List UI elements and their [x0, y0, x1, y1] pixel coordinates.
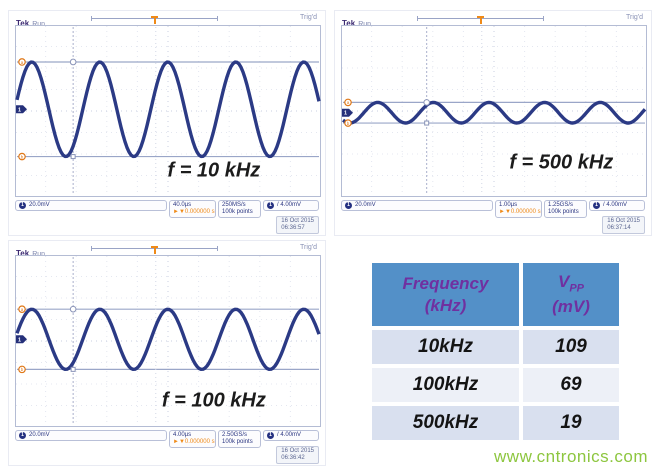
scope-graticule: a b 1 f = 10 kHz — [15, 25, 321, 197]
trigger-level: / 4.00mV — [277, 432, 302, 438]
scope-time: 06:37:14 — [607, 225, 631, 231]
scope-date: 16 Oct 2015 — [281, 448, 314, 454]
svg-text:1: 1 — [18, 337, 21, 343]
svg-text:1: 1 — [18, 107, 21, 113]
acquisition-status: Run — [32, 21, 46, 28]
trigger-source-badge: 1 — [267, 432, 274, 439]
scope-header: Tek Run Trig'd — [9, 11, 325, 28]
frequency-annotation: f = 100 kHz — [161, 389, 266, 412]
table-row: 500kHz 19 — [372, 406, 619, 440]
trigger-source-badge: 1 — [593, 202, 600, 209]
trigger-readout: 1 / 4.00mV — [589, 200, 645, 211]
horizontal-readout: 40.0µs ►▼0.000000 s — [169, 200, 216, 218]
svg-text:b: b — [347, 121, 350, 126]
vpp-value: 19 — [523, 406, 619, 440]
oscilloscope-screenshot-10khz: Tek Run Trig'd a b 1 f = 10 kHz 1 20.0mV 40… — [8, 10, 326, 236]
frequency-value: 500kHz — [372, 406, 519, 440]
acquisition-status: Run — [32, 251, 46, 258]
scope-statusbar: 1 20.0mV 40.0µs ►▼0.000000 s 250MS/s 100… — [15, 200, 319, 218]
horizontal-position: ►▼0.000000 s — [173, 439, 215, 445]
horizontal-readout: 4.00µs ►▼0.000000 s — [169, 430, 216, 448]
horizontal-readout: 1.00µs ►▼0.000000 s — [495, 200, 542, 218]
channel-scale: 20.0mV — [29, 432, 50, 438]
scope-date: 16 Oct 2015 — [607, 218, 640, 224]
tek-logo: Tek — [16, 249, 30, 258]
scope-time: 06:36:42 — [281, 455, 305, 461]
scope-statusbar: 1 20.0mV 1.00µs ►▼0.000000 s 1.25GS/s 10… — [341, 200, 645, 218]
trigger-source-badge: 1 — [267, 202, 274, 209]
trigger-status: Trig'd — [625, 14, 643, 21]
trigger-status: Trig'd — [299, 14, 317, 21]
trigger-position-icon — [151, 16, 159, 24]
svg-text:b: b — [21, 154, 24, 159]
svg-text:b: b — [21, 367, 24, 372]
sample-rate: 1.25GS/s — [548, 202, 574, 208]
table-row: 10kHz 109 — [372, 330, 619, 364]
channel-1-badge: 1 — [345, 202, 352, 209]
tek-logo: Tek — [16, 19, 30, 28]
svg-text:1: 1 — [344, 111, 347, 117]
channel-scale: 20.0mV — [355, 202, 376, 208]
horizontal-position: ►▼0.000000 s — [173, 209, 215, 215]
trigger-status: Trig'd — [299, 244, 317, 251]
trigger-level: / 4.00mV — [277, 202, 302, 208]
record-length: 100k points — [222, 439, 253, 445]
frequency-annotation: f = 10 kHz — [167, 159, 261, 182]
timebase: 4.00µs — [173, 432, 192, 438]
channel-readout: 1 20.0mV — [15, 430, 167, 441]
trigger-readout: 1 / 4.00mV — [263, 200, 319, 211]
acquisition-readout: 1.25GS/s 100k points — [544, 200, 587, 218]
sample-rate: 250MS/s — [222, 202, 246, 208]
channel-readout: 1 20.0mV — [341, 200, 493, 211]
table-header-frequency: Frequency (kHz) — [372, 263, 519, 326]
scope-header: Tek Run Trig'd — [9, 241, 325, 258]
table-header-vpp: VPP (mV) — [523, 263, 619, 326]
table-header-row: Frequency (kHz) VPP (mV) — [372, 263, 619, 326]
vpp-value: 69 — [523, 368, 619, 402]
trigger-position-icon — [151, 246, 159, 254]
channel-scale: 20.0mV — [29, 202, 50, 208]
trigger-readout: 1 / 4.00mV — [263, 430, 319, 441]
vpp-value: 109 — [523, 330, 619, 364]
scope-time: 06:36:57 — [281, 225, 305, 231]
results-table: Frequency (kHz) VPP (mV) 10kHz 109 100kH… — [372, 263, 619, 444]
svg-text:a: a — [21, 60, 24, 65]
horizontal-position: ►▼0.000000 s — [499, 209, 541, 215]
datetime-box: 16 Oct 2015 06:36:57 — [276, 216, 319, 234]
channel-1-badge: 1 — [19, 202, 26, 209]
waveform-display: a b1 — [341, 25, 647, 197]
acquisition-status: Run — [358, 21, 372, 28]
waveform-display: a b 1 — [15, 25, 321, 197]
datetime-box: 16 Oct 2015 06:37:14 — [602, 216, 645, 234]
tek-logo: Tek — [342, 19, 356, 28]
record-length: 100k points — [548, 209, 579, 215]
watermark-url: www.cntronics.com — [494, 447, 648, 466]
table-row: 100kHz 69 — [372, 368, 619, 402]
channel-1-badge: 1 — [19, 432, 26, 439]
scope-date: 16 Oct 2015 — [281, 218, 314, 224]
channel-readout: 1 20.0mV — [15, 200, 167, 211]
scope-header: Tek Run Trig'd — [335, 11, 651, 28]
scope-graticule: a b 1 f = 100 kHz — [15, 255, 321, 427]
acquisition-readout: 2.50GS/s 100k points — [218, 430, 261, 448]
svg-text:a: a — [21, 307, 24, 312]
sample-rate: 2.50GS/s — [222, 432, 248, 438]
frequency-annotation: f = 500 kHz — [509, 151, 614, 174]
frequency-value: 100kHz — [372, 368, 519, 402]
trigger-level: / 4.00mV — [603, 202, 628, 208]
record-length: 100k points — [222, 209, 253, 215]
frequency-value: 10kHz — [372, 330, 519, 364]
svg-text:a: a — [347, 100, 350, 105]
oscilloscope-screenshot-100khz: Tek Run Trig'd a b 1 f = 100 kHz 1 20.0mV 4… — [8, 240, 326, 466]
timebase: 1.00µs — [499, 202, 518, 208]
trigger-position-icon — [477, 16, 485, 24]
timebase: 40.0µs — [173, 202, 192, 208]
acquisition-readout: 250MS/s 100k points — [218, 200, 261, 218]
waveform-display: a b 1 — [15, 255, 321, 427]
datetime-box: 16 Oct 2015 06:36:42 — [276, 446, 319, 464]
scope-statusbar: 1 20.0mV 4.00µs ►▼0.000000 s 2.50GS/s 10… — [15, 430, 319, 448]
